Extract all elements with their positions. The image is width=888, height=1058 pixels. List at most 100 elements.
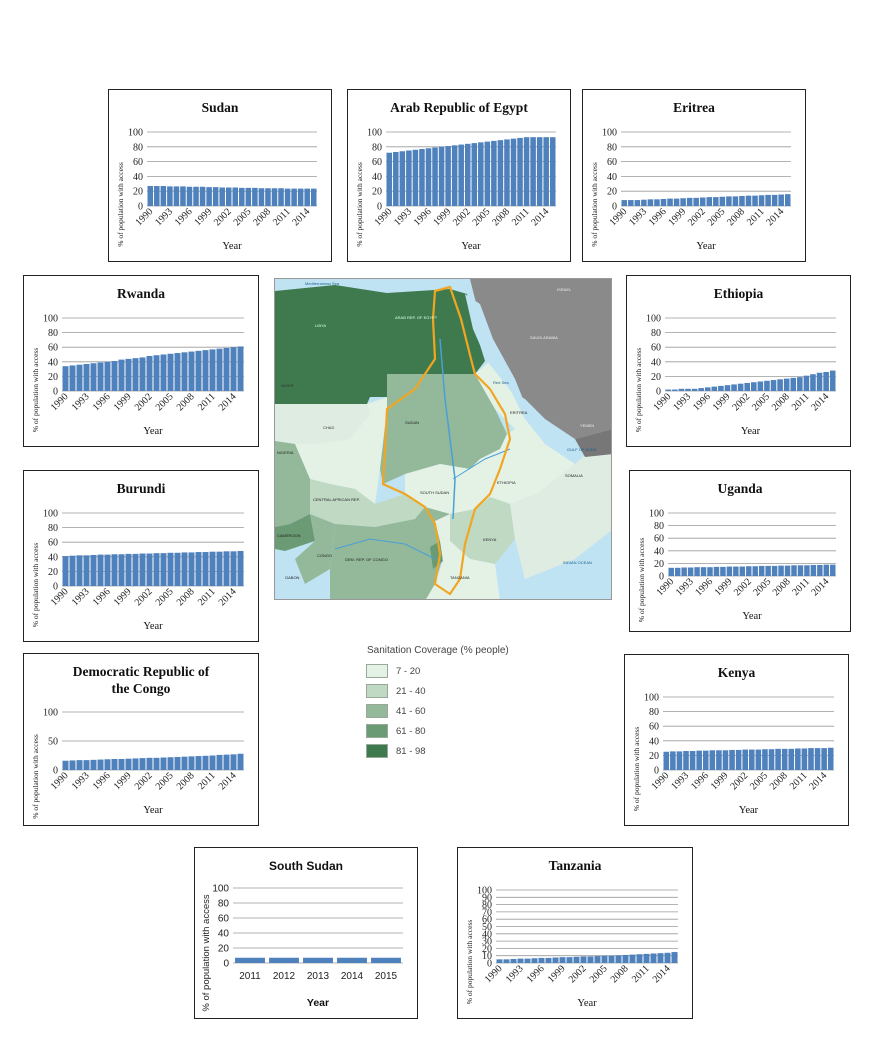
bar [810, 564, 817, 576]
bar [742, 749, 748, 770]
bar [216, 754, 223, 770]
bar [517, 958, 524, 963]
bar [706, 197, 713, 206]
map-label: CENTRAL AFRICAN REP. [313, 497, 360, 502]
bar [154, 186, 160, 206]
bar [230, 347, 237, 391]
x-tick-label: 1990 [483, 963, 505, 985]
map-label: CAMEROON [277, 533, 301, 538]
bar [830, 564, 836, 576]
y-tick-label: 20 [372, 187, 382, 198]
y-tick-label: 80 [482, 900, 492, 911]
x-axis-label: Year [739, 805, 759, 816]
y-axis-label: % of population with access [634, 348, 643, 433]
bar [69, 365, 76, 391]
bar [823, 372, 829, 391]
y-tick-label: 0 [656, 387, 661, 398]
niger [275, 404, 370, 444]
bar [399, 151, 406, 206]
x-tick-label: 1996 [91, 770, 113, 792]
bar [167, 186, 173, 206]
legend-label: 61 - 80 [396, 725, 426, 737]
bar [778, 194, 784, 206]
x-tick-label: 2011 [790, 391, 812, 413]
x-tick-label: 1999 [112, 391, 134, 413]
bar [160, 757, 167, 770]
bar [765, 194, 771, 206]
chart-panel-rwanda: Rwanda 0 20 40 60 80 100 1990 1993 1996 1999 2002 20… [23, 275, 259, 447]
y-tick-label: 40 [372, 172, 382, 183]
legend-label: 81 - 98 [396, 745, 426, 757]
map-label: ERITREA [510, 410, 528, 415]
y-tick-label: 100 [602, 128, 617, 139]
x-axis-label: Year [143, 621, 163, 632]
y-tick-label: 40 [651, 357, 661, 368]
bar [181, 352, 188, 391]
bar [147, 186, 154, 206]
x-tick-label: 1993 [671, 391, 693, 413]
nile-basin-outline [381, 285, 512, 596]
y-tick-label: 60 [133, 157, 143, 168]
yemen [575, 429, 611, 457]
bar [209, 551, 216, 586]
y-tick-label: 40 [48, 552, 58, 563]
bar [538, 957, 545, 963]
bar [829, 370, 836, 391]
y-tick-label: 0 [659, 572, 664, 583]
bar [223, 754, 230, 770]
bar [223, 551, 230, 586]
bar [731, 384, 737, 391]
bar [670, 751, 676, 770]
y-tick-label: 20 [48, 567, 58, 578]
bar [232, 187, 239, 206]
bar [531, 958, 538, 963]
bar [707, 567, 713, 576]
bar [823, 564, 830, 576]
x-tick-label: 2015 [375, 971, 398, 982]
x-tick-label: 2005 [471, 206, 493, 228]
bar [464, 143, 471, 206]
bar [303, 957, 333, 963]
x-tick-label: 2011 [196, 770, 218, 792]
y-tick-label: 100 [649, 509, 664, 520]
bar [146, 553, 153, 586]
bar [237, 346, 244, 391]
y-tick-label: 90 [482, 893, 492, 904]
chart-svg: Sudan02040608010019901993199619992002200… [116, 100, 317, 252]
bar [733, 566, 739, 576]
x-tick-label: 1993 [392, 206, 414, 228]
bar [69, 760, 76, 770]
bar [758, 565, 765, 576]
x-tick-label: 1996 [691, 391, 713, 413]
bar [621, 200, 628, 206]
bar [97, 759, 104, 770]
bar [778, 565, 784, 576]
x-tick-label: 1999 [666, 206, 688, 228]
map-label: TANZANIA [450, 575, 470, 580]
bar [739, 196, 745, 206]
bar [393, 151, 399, 206]
y-tick-label: 60 [48, 538, 58, 549]
x-tick-label: 1999 [709, 770, 731, 792]
mediterranean [275, 279, 415, 293]
bar [808, 748, 814, 770]
bar [709, 750, 716, 770]
x-tick-label: 2008 [770, 391, 792, 413]
bar [660, 198, 667, 206]
bar [104, 361, 111, 391]
chart-title: Sudan [202, 100, 239, 115]
y-tick-label: 30 [482, 937, 492, 948]
bar [770, 380, 777, 391]
x-tick-label: 2005 [588, 963, 610, 985]
bar [694, 567, 700, 576]
bar [580, 956, 587, 963]
x-tick-label: 2002 [133, 391, 155, 413]
bar [634, 200, 641, 206]
bar [225, 187, 232, 206]
y-tick-label: 100 [367, 128, 382, 139]
bar [594, 956, 601, 963]
bar [771, 565, 778, 576]
x-tick-label: 2014 [651, 963, 673, 985]
bar [284, 188, 291, 206]
